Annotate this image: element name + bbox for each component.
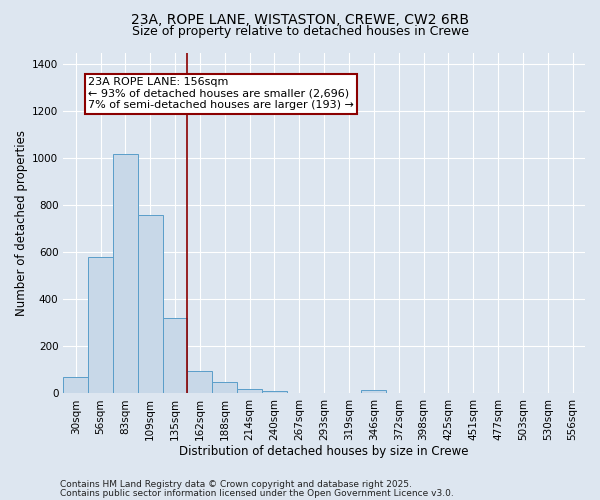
Bar <box>88 257 113 394</box>
Text: 23A, ROPE LANE, WISTASTON, CREWE, CW2 6RB: 23A, ROPE LANE, WISTASTON, CREWE, CW2 6R… <box>131 12 469 26</box>
Bar <box>163 318 187 394</box>
Text: Contains HM Land Registry data © Crown copyright and database right 2025.: Contains HM Land Registry data © Crown c… <box>60 480 412 489</box>
Text: Contains public sector information licensed under the Open Government Licence v3: Contains public sector information licen… <box>60 488 454 498</box>
Bar <box>212 382 237 394</box>
Text: Size of property relative to detached houses in Crewe: Size of property relative to detached ho… <box>131 25 469 38</box>
Bar <box>187 371 212 394</box>
Bar <box>63 378 88 394</box>
Bar <box>361 390 386 394</box>
Bar <box>262 392 287 394</box>
Text: 23A ROPE LANE: 156sqm
← 93% of detached houses are smaller (2,696)
7% of semi-de: 23A ROPE LANE: 156sqm ← 93% of detached … <box>88 77 354 110</box>
Bar <box>237 389 262 394</box>
Bar <box>138 214 163 394</box>
X-axis label: Distribution of detached houses by size in Crewe: Distribution of detached houses by size … <box>179 444 469 458</box>
Bar <box>113 154 138 394</box>
Y-axis label: Number of detached properties: Number of detached properties <box>15 130 28 316</box>
